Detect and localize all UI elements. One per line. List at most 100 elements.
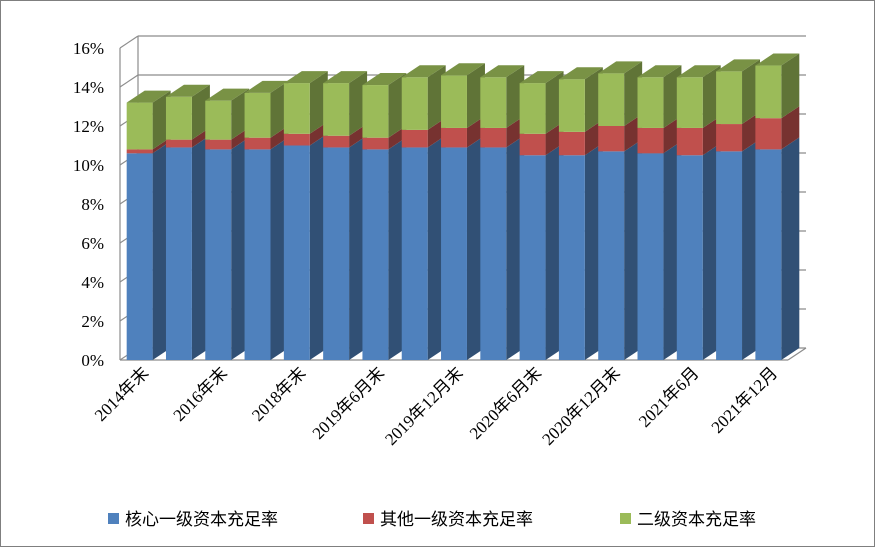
bar-segment	[165, 135, 210, 360]
bar	[126, 153, 153, 360]
bar-top	[323, 71, 368, 84]
bar-stack	[480, 65, 525, 360]
bar-stack	[401, 65, 446, 360]
bar-segment	[480, 135, 525, 360]
legend-swatch	[108, 513, 119, 524]
bar-segment	[165, 84, 210, 140]
bar-segment	[323, 135, 368, 360]
bar-segment	[716, 139, 761, 360]
bar-segment	[244, 137, 289, 360]
x-tick-label: 2018年末	[248, 363, 310, 425]
bar	[244, 149, 271, 360]
bar-stack	[716, 59, 761, 360]
bar-segment	[716, 59, 761, 125]
bar-segment	[558, 67, 603, 132]
bar-segment	[676, 65, 721, 128]
bar	[165, 96, 192, 140]
bar	[165, 147, 192, 360]
bar-top	[480, 65, 525, 78]
bar-segment	[401, 65, 446, 130]
bar-side	[781, 106, 800, 150]
bar	[676, 77, 703, 128]
bar-stack	[362, 73, 407, 360]
y-tick-label: 16%	[73, 39, 104, 58]
bar-segment	[598, 139, 643, 360]
bar	[755, 65, 782, 119]
bar-segment	[637, 65, 682, 128]
bar-stack	[755, 53, 800, 360]
bar	[441, 127, 467, 148]
bar	[480, 77, 507, 128]
bar	[126, 149, 153, 154]
bar-top	[716, 59, 761, 72]
bar-top	[755, 53, 800, 66]
bar	[205, 139, 232, 150]
bar-top	[441, 63, 485, 76]
bar-top	[519, 71, 564, 84]
legend: 核心一级资本充足率 其他一级资本充足率 二级资本充足率	[108, 510, 756, 529]
legend-swatch	[363, 513, 374, 524]
bar	[716, 71, 743, 125]
legend-label: 核心一级资本充足率	[125, 510, 278, 529]
bar-segment	[755, 137, 800, 360]
bar-stack	[598, 61, 643, 360]
legend-label: 二级资本充足率	[637, 510, 756, 529]
bar-top	[598, 61, 643, 74]
bar-segment	[362, 137, 407, 360]
bar-segment	[283, 133, 328, 360]
x-tick-label: 2021年6月	[635, 363, 703, 431]
bar	[205, 100, 232, 140]
legend-item: 二级资本充足率	[620, 510, 756, 529]
y-tick-label: 2%	[81, 312, 104, 331]
bar-stack	[676, 65, 721, 360]
bar	[755, 118, 782, 150]
bar	[480, 127, 507, 148]
legend-item: 其他一级资本充足率	[363, 510, 533, 529]
bar	[519, 133, 546, 156]
bar	[755, 149, 782, 360]
y-tick-label: 0%	[81, 351, 104, 370]
bar-segment	[323, 71, 368, 136]
gridline-side	[119, 35, 139, 49]
bar	[676, 155, 703, 360]
bar-segment	[205, 137, 250, 360]
bar	[637, 127, 664, 154]
bar	[401, 129, 428, 148]
bar	[283, 145, 310, 360]
bar-side	[781, 53, 800, 119]
bar-top	[637, 65, 682, 78]
bar	[323, 147, 350, 360]
bar-stack	[323, 71, 368, 360]
bar	[244, 92, 271, 138]
x-tick-label: 2019年12月末	[381, 363, 467, 449]
bar-top	[205, 88, 250, 101]
bar-segment	[401, 135, 446, 360]
bar-segment	[598, 61, 643, 126]
y-tick-label: 10%	[73, 156, 104, 175]
bar-stack	[126, 90, 171, 360]
bar-top	[165, 84, 210, 97]
bar-segment	[755, 53, 800, 119]
bar	[558, 79, 585, 132]
bar	[637, 77, 664, 128]
bar	[441, 147, 467, 360]
bar	[401, 77, 428, 130]
bar-segment	[283, 71, 328, 134]
bar-top	[558, 67, 603, 80]
bar-segment	[244, 80, 289, 138]
bar-segment	[126, 90, 171, 150]
bar-segment	[126, 141, 171, 360]
bar	[126, 102, 153, 150]
bar	[716, 151, 743, 360]
bar	[598, 126, 625, 152]
bar-segment	[558, 143, 603, 360]
bar-segment	[519, 71, 564, 134]
bar	[362, 137, 389, 150]
bar-segment	[441, 63, 485, 128]
bar	[519, 83, 546, 134]
bar-stack	[558, 67, 603, 360]
bars	[126, 53, 800, 360]
legend-swatch	[620, 513, 631, 524]
